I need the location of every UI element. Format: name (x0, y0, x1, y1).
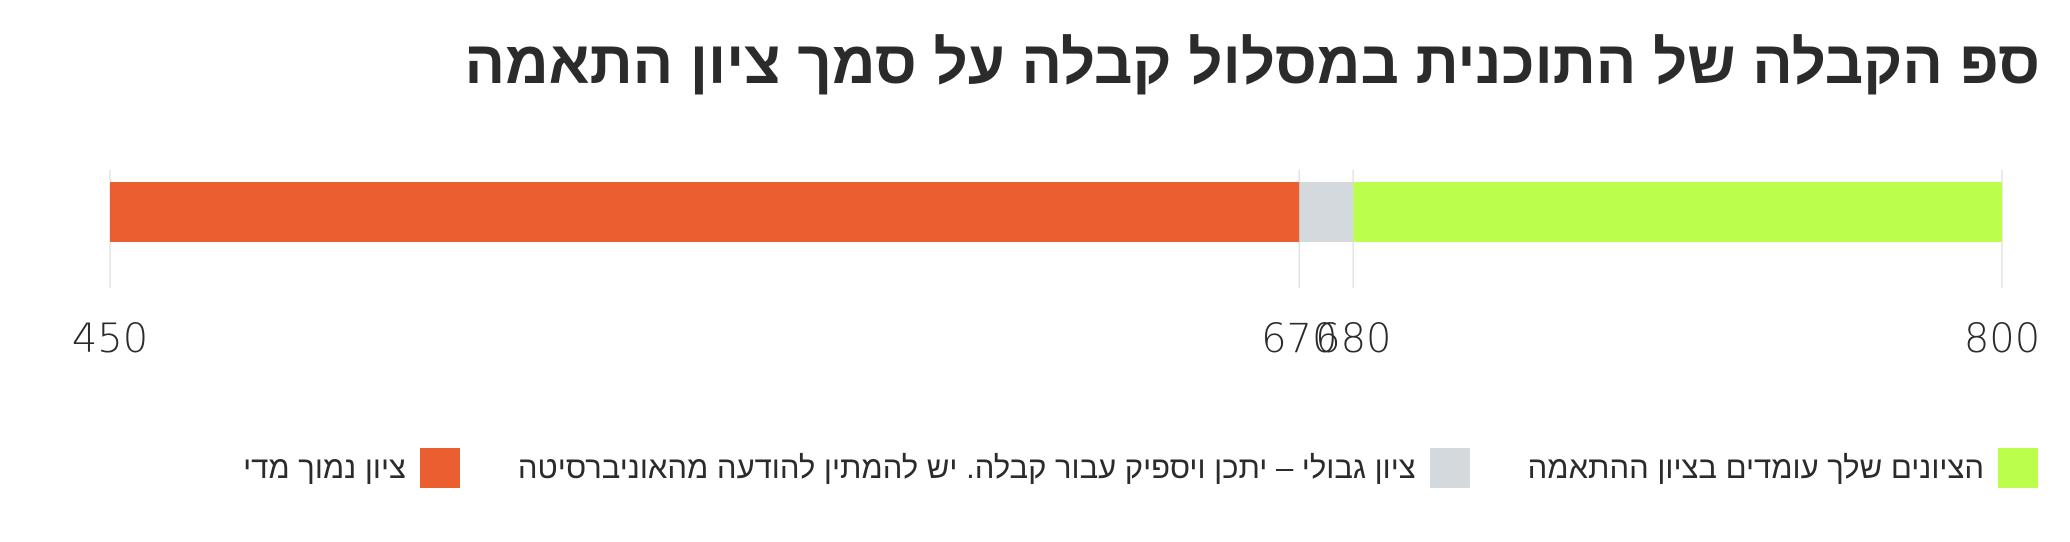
chart-title: ספ הקבלה של התוכנית במסלול קבלה על סמך צ… (464, 29, 2040, 96)
bar-segment-0 (1353, 182, 2002, 242)
bar-segments (110, 182, 2002, 242)
legend-swatch-0 (1998, 448, 2038, 488)
legend-item-2: ציון נמוך מדי (243, 448, 460, 488)
legend-swatch-2 (419, 448, 460, 488)
legend: הציונים שלך עומדים בציון ההתאמה ציון גבול… (243, 448, 2038, 488)
legend-item-0: הציונים שלך עומדים בציון ההתאמה (1528, 448, 2038, 488)
legend-label-2: ציון נמוך מדי (243, 450, 406, 485)
bar-segment-2 (110, 182, 1300, 242)
tick-label-3: 800 (1964, 316, 2040, 362)
legend-swatch-1 (1429, 448, 1470, 488)
legend-item-1: ציון גבולי – יתכן ויספיק עבור קבלה. יש ל… (518, 448, 1470, 488)
legend-label-0: הציונים שלך עומדים בציון ההתאמה (1527, 450, 1984, 485)
bar-segment-1 (1299, 182, 1354, 242)
tick-label-1: 670 (1261, 316, 1337, 362)
tick-label-0: 450 (72, 316, 148, 362)
tick-label-2: 680 (1315, 316, 1391, 362)
legend-label-1: ציון גבולי – יתכן ויספיק עבור קבלה. יש ל… (517, 450, 1416, 485)
